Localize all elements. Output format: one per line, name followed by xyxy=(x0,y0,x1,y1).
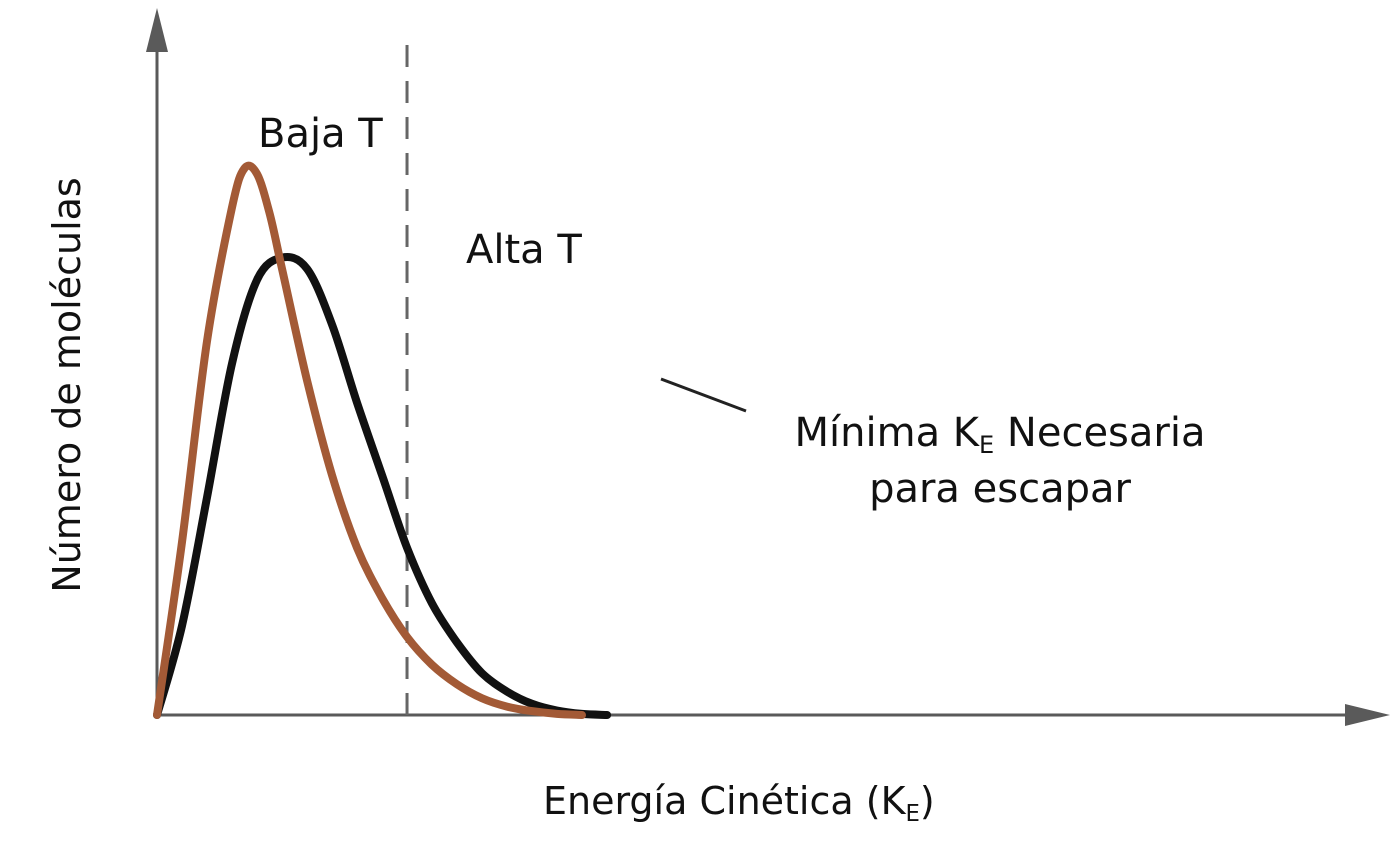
annotation-line-1: Mínima KE Necesaria xyxy=(780,405,1220,461)
annotation-line-1-text: Mínima K xyxy=(794,410,980,456)
x-axis-label: Energía Cinética (KE) xyxy=(543,779,935,825)
x-axis-label-text: Energía Cinética (K xyxy=(543,779,906,823)
annotation-line-2: para escapar xyxy=(869,466,1131,512)
axes-group xyxy=(146,8,1390,726)
y-axis-arrow-icon xyxy=(146,8,168,52)
annotation-line-1-suffix: Necesaria xyxy=(994,410,1206,456)
annotation-subscript: E xyxy=(979,431,995,460)
series-line-baja-t xyxy=(153,161,586,719)
series-line-alta-t xyxy=(153,252,612,719)
x-axis-label-subscript: E xyxy=(905,800,920,827)
threshold-annotation: Mínima KE Necesaria para escapar xyxy=(780,405,1220,517)
y-axis-label: Número de moléculas xyxy=(45,177,89,593)
x-axis-arrow-icon xyxy=(1345,704,1390,726)
series-label-baja-t: Baja T xyxy=(258,111,383,157)
annotation-leader-line xyxy=(660,377,747,413)
series-label-alta-t: Alta T xyxy=(466,227,582,273)
x-axis-label-suffix: ) xyxy=(919,779,935,823)
